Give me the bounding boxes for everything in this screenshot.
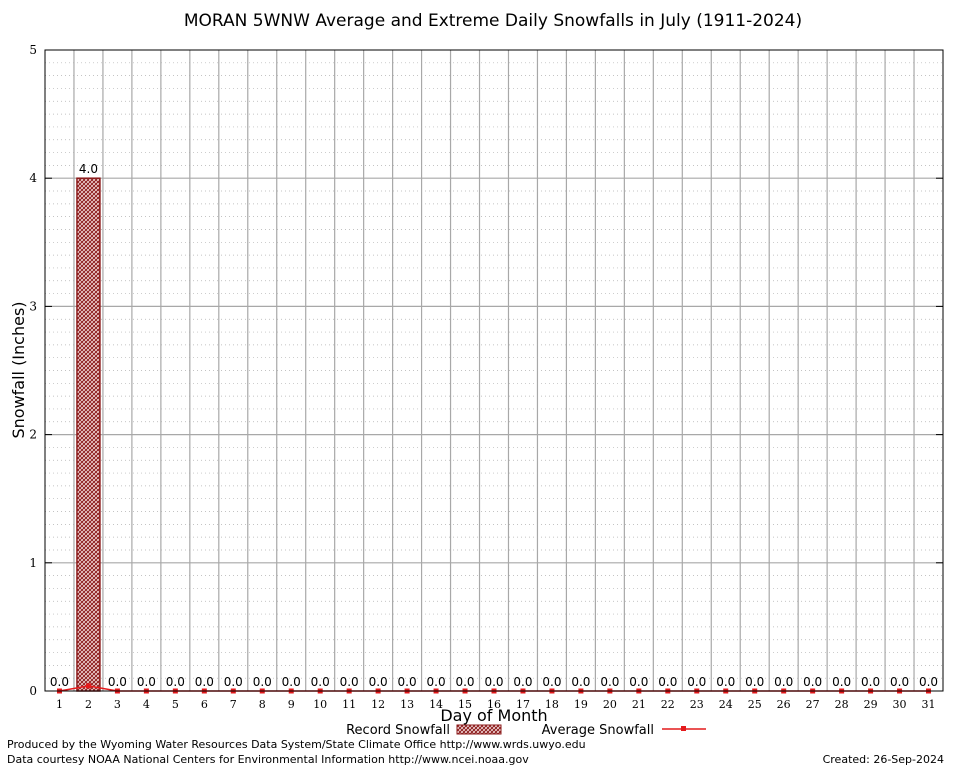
- record-value-label: 0.0: [195, 675, 214, 689]
- legend-record-swatch: [456, 724, 502, 735]
- average-point-day-2: [85, 683, 91, 689]
- data-labels: 0.0 4.0 0.0 0.0 0.0 0.0 0.0 0.0 0.0 0.0 0.0 0.0 0.0 0…: [50, 162, 938, 689]
- legend: Record Snowfall Average Snowfall: [346, 723, 706, 738]
- footer-created: Created: 26-Sep-2024: [823, 753, 944, 766]
- record-value-label: 0.0: [861, 675, 880, 689]
- record-value-label: 0.0: [253, 675, 272, 689]
- x-tick-label: 28: [835, 698, 849, 711]
- x-tick-label: 8: [259, 698, 266, 711]
- x-tick-label: 21: [632, 698, 646, 711]
- x-tick-label: 6: [201, 698, 208, 711]
- record-value-label: 0.0: [50, 675, 69, 689]
- x-tick-label: 2: [85, 698, 92, 711]
- record-value-label: 0.0: [542, 675, 561, 689]
- y-axis-ticks: 0 1 2 3 4 5: [29, 43, 943, 698]
- legend-average-marker: [681, 726, 686, 731]
- footer-credit-line2: Data courtesy NOAA National Centers for …: [7, 753, 529, 766]
- grid: [45, 50, 943, 691]
- x-tick-label: 10: [313, 698, 327, 711]
- x-tick-label: 12: [371, 698, 385, 711]
- record-value-label: 0.0: [455, 675, 474, 689]
- x-tick-label: 24: [719, 698, 733, 711]
- record-value-label: 0.0: [571, 675, 590, 689]
- x-axis-ticks: 1 2 3 4 5 6 7 8 9 10 11 12 13 14 15 16 17 18 19 20 21 22 23 24 2…: [56, 698, 936, 711]
- record-value-label: 0.0: [108, 675, 127, 689]
- legend-record-label: Record Snowfall: [346, 723, 450, 738]
- y-axis-label: Snowfall (Inches): [9, 301, 28, 438]
- record-bar-day-2: [76, 177, 101, 692]
- record-value-label: 0.0: [745, 675, 764, 689]
- x-tick-label: 1: [56, 698, 63, 711]
- x-tick-label: 11: [342, 698, 356, 711]
- x-axis-label: Day of Month: [440, 706, 547, 725]
- y-tick-label: 2: [29, 428, 37, 442]
- y-tick-label: 1: [29, 556, 37, 570]
- record-value-label: 0.0: [224, 675, 243, 689]
- legend-average-label: Average Snowfall: [542, 723, 654, 738]
- x-tick-label: 17: [516, 698, 530, 711]
- record-value-label: 0.0: [398, 675, 417, 689]
- record-bars: [76, 177, 101, 692]
- x-tick-label: 14: [429, 698, 443, 711]
- record-value-label: 0.0: [513, 675, 532, 689]
- record-value-label: 0.0: [774, 675, 793, 689]
- record-value-label: 0.0: [890, 675, 909, 689]
- x-tick-label: 3: [114, 698, 121, 711]
- x-tick-label: 18: [545, 698, 559, 711]
- record-value-label: 0.0: [369, 675, 388, 689]
- record-value-label: 0.0: [629, 675, 648, 689]
- record-value-label: 0.0: [803, 675, 822, 689]
- record-value-label: 0.0: [716, 675, 735, 689]
- record-value-label: 0.0: [658, 675, 677, 689]
- x-tick-label: 15: [458, 698, 472, 711]
- x-tick-label: 13: [400, 698, 414, 711]
- chart-title: MORAN 5WNW Average and Extreme Daily Sno…: [184, 11, 802, 31]
- footer-credit-line1: Produced by the Wyoming Water Resources …: [7, 738, 586, 751]
- x-tick-label: 23: [690, 698, 704, 711]
- record-value-label: 0.0: [484, 675, 503, 689]
- plot-frame: [44, 49, 944, 692]
- record-value-label: 0.0: [282, 675, 301, 689]
- y-tick-label: 4: [29, 171, 37, 185]
- x-tick-label: 30: [893, 698, 907, 711]
- x-tick-label: 4: [143, 698, 150, 711]
- x-tick-label: 16: [487, 698, 501, 711]
- record-value-label: 0.0: [687, 675, 706, 689]
- x-tick-label: 22: [661, 698, 675, 711]
- x-tick-label: 31: [922, 698, 936, 711]
- record-value-label: 0.0: [427, 675, 446, 689]
- record-value-label: 0.0: [832, 675, 851, 689]
- x-tick-label: 9: [288, 698, 295, 711]
- x-tick-label: 29: [864, 698, 878, 711]
- record-value-label: 0.0: [166, 675, 185, 689]
- x-tick-label: 25: [748, 698, 762, 711]
- x-tick-label: 19: [574, 698, 588, 711]
- y-tick-label: 0: [29, 684, 37, 698]
- record-value-label: 0.0: [137, 675, 156, 689]
- x-tick-label: 7: [230, 698, 237, 711]
- record-value-label: 0.0: [919, 675, 938, 689]
- x-tick-label: 5: [172, 698, 179, 711]
- x-tick-label: 20: [603, 698, 617, 711]
- x-tick-label: 27: [806, 698, 820, 711]
- y-tick-label: 3: [29, 299, 37, 313]
- x-tick-label: 26: [777, 698, 791, 711]
- record-value-label: 0.0: [600, 675, 619, 689]
- record-value-label: 4.0: [79, 162, 98, 176]
- y-tick-label: 5: [29, 43, 37, 57]
- record-value-label: 0.0: [311, 675, 330, 689]
- record-value-label: 0.0: [340, 675, 359, 689]
